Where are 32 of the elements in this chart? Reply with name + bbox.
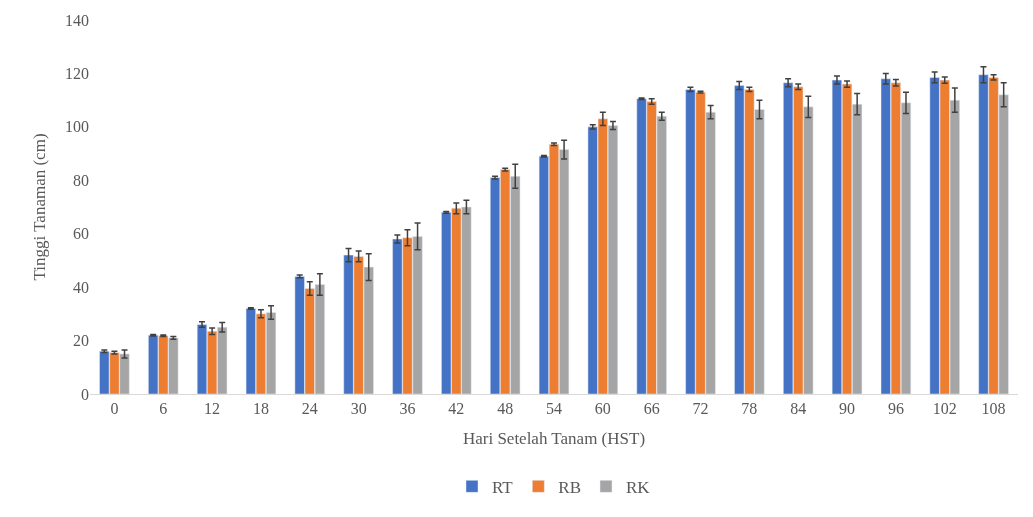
x-tick-label: 0 — [110, 400, 119, 418]
legend-label: RK — [626, 477, 651, 497]
x-tick-label: 78 — [741, 400, 758, 418]
y-tick-label: 120 — [65, 65, 89, 83]
x-tick-label: 84 — [790, 400, 807, 418]
x-tick-label: 60 — [594, 400, 611, 418]
x-tick-label: 6 — [159, 400, 168, 418]
y-tick-label: 140 — [65, 11, 89, 29]
y-axis-title: Tinggi Tanaman (cm) — [29, 133, 49, 281]
x-tick-label: 24 — [301, 400, 318, 418]
x-tick-label: 90 — [839, 400, 856, 418]
y-tick-label: 40 — [73, 278, 89, 296]
x-tick-label: 36 — [399, 400, 416, 418]
x-tick-label: 66 — [643, 400, 660, 418]
x-tick-label: 54 — [546, 400, 562, 418]
x-axis-title: Hari Setelah Tanam (HST) — [462, 428, 646, 448]
x-tick-label: 42 — [448, 400, 465, 418]
legend-label: RB — [558, 477, 582, 497]
x-tick-label: 12 — [204, 400, 221, 418]
x-tick-label: 18 — [252, 400, 269, 418]
x-tick-label: 30 — [350, 400, 367, 418]
y-tick-label: 80 — [73, 171, 89, 189]
x-tick-label: 72 — [692, 400, 709, 418]
x-tick-label: 108 — [981, 400, 1006, 418]
x-tick-label: 102 — [932, 400, 957, 418]
y-tick-label: 100 — [65, 118, 89, 136]
y-tick-label: 0 — [81, 385, 89, 403]
x-tick-label: 96 — [887, 400, 904, 418]
x-tick-label: 48 — [497, 400, 514, 418]
y-tick-label: 60 — [73, 225, 89, 243]
legend-label: RT — [492, 477, 514, 497]
y-tick-label: 20 — [73, 332, 89, 350]
